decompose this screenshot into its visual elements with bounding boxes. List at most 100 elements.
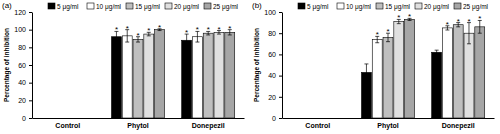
bar <box>214 32 224 118</box>
legend-item: 25 μg/ml <box>204 3 239 11</box>
legend-swatch <box>415 3 422 9</box>
axis-line <box>33 118 245 119</box>
error-cap <box>435 54 439 55</box>
legend-label: 25 μg/ml <box>463 3 489 11</box>
x-axis: Control Phytol Donepezil <box>283 118 495 130</box>
tick-mark <box>29 83 32 84</box>
tick-label: Donepezil <box>192 122 225 130</box>
tick-mark <box>29 100 32 101</box>
y-axis-title: Percentage of inhibition <box>3 28 11 102</box>
y-tick: 100 <box>14 26 32 33</box>
error-line <box>468 23 469 44</box>
bar <box>41 118 51 119</box>
legend-label: 20 μg/ml <box>174 3 200 11</box>
error-cap <box>435 50 439 51</box>
error-cap <box>217 34 221 35</box>
significance-mark: * <box>397 13 400 22</box>
tick-label: 40 <box>268 72 276 79</box>
legend-swatch <box>376 3 383 9</box>
error-cap <box>228 34 232 35</box>
bar <box>63 118 73 119</box>
legend-item: 25 μg/ml <box>454 3 489 11</box>
significance-mark: * <box>196 25 199 34</box>
bars <box>111 29 234 118</box>
y-tick: 20 <box>268 94 282 101</box>
legend-label: 25 μg/ml <box>213 3 239 11</box>
significance-mark: * <box>115 25 118 34</box>
y-tick: 60 <box>18 62 32 69</box>
bars <box>361 18 484 118</box>
bar <box>52 118 62 119</box>
y-axis-title: Percentage of inhibition <box>253 28 261 102</box>
x-axis: Control Phytol Donepezil <box>33 118 245 130</box>
y-tick: 100 <box>264 9 282 16</box>
error-cap <box>185 46 189 47</box>
legend-label: 10 μg/ml <box>346 3 372 11</box>
tick-label: Control <box>305 122 330 129</box>
error-cap <box>147 35 151 36</box>
legend-label: 20 μg/ml <box>424 3 450 11</box>
y-tick: 40 <box>18 79 32 86</box>
tick-label: 80 <box>268 30 276 37</box>
error-cap <box>136 42 140 43</box>
significance-mark: * <box>467 17 470 26</box>
panel-label: (a) <box>2 1 12 10</box>
bar <box>464 33 474 118</box>
error-bar <box>435 50 439 54</box>
tick-mark <box>279 76 282 77</box>
tick-label: 100 <box>14 26 26 33</box>
tick-label: 0 <box>272 115 276 122</box>
tick-label: 40 <box>18 79 26 86</box>
tick-mark <box>29 12 32 13</box>
error-cap <box>364 63 368 64</box>
significance-mark: * <box>478 14 481 23</box>
bar <box>192 37 202 118</box>
tick-label: Donepezil <box>442 122 475 130</box>
figure: 0 20 40 60 80 100 120 Control Phytol Donepezil * * *… <box>0 0 500 134</box>
significance-mark: * <box>158 23 161 32</box>
bar <box>144 34 154 118</box>
significance-mark: * <box>207 25 210 34</box>
panel: 020406080100ControlPhytolDonepezil******… <box>252 1 495 130</box>
legend-swatch <box>204 3 211 9</box>
axis-line <box>32 13 33 119</box>
plot-area: 020406080100120ControlPhytolDonepezil***… <box>14 9 244 130</box>
bar <box>133 39 143 118</box>
bar <box>225 32 235 118</box>
error-cap <box>386 41 390 42</box>
bar <box>74 118 84 119</box>
significance-mark: * <box>457 17 460 26</box>
bar <box>442 28 452 118</box>
error-line <box>436 50 437 54</box>
y-axis: 020406080100120 <box>14 9 32 122</box>
legend-item: 15 μg/ml <box>376 3 411 11</box>
legend-swatch <box>48 3 55 9</box>
tick-label: 100 <box>264 9 276 16</box>
error-cap <box>206 34 210 35</box>
axis-line <box>283 118 495 119</box>
legend-item: 15 μg/ml <box>126 3 161 11</box>
y-tick: 120 <box>14 9 32 16</box>
tick-label: 60 <box>18 62 26 69</box>
tick-label: 120 <box>14 9 26 16</box>
y-tick: 80 <box>268 30 282 37</box>
error-cap <box>195 42 199 43</box>
x-tick: Phytol <box>377 118 398 130</box>
error-bar <box>364 64 368 81</box>
significance-mark: * <box>147 26 150 35</box>
tick-label: 80 <box>18 44 26 51</box>
tick-label: 0 <box>22 115 26 122</box>
significance-mark: * <box>376 30 379 39</box>
error-cap <box>397 23 401 24</box>
legend-label: 15 μg/ml <box>385 3 411 11</box>
tick-mark <box>279 12 282 13</box>
x-tick: Phytol <box>127 118 148 130</box>
legend-item: 10 μg/ml <box>337 3 372 11</box>
tick-mark <box>29 30 32 31</box>
plot-area: 020406080100ControlPhytolDonepezil******… <box>264 9 494 130</box>
bar <box>405 19 415 118</box>
tick-label: Control <box>55 122 80 129</box>
legend-label: 10 μg/ml <box>96 3 122 11</box>
legend-item: 5 μg/ml <box>48 3 79 11</box>
bar <box>324 118 334 119</box>
